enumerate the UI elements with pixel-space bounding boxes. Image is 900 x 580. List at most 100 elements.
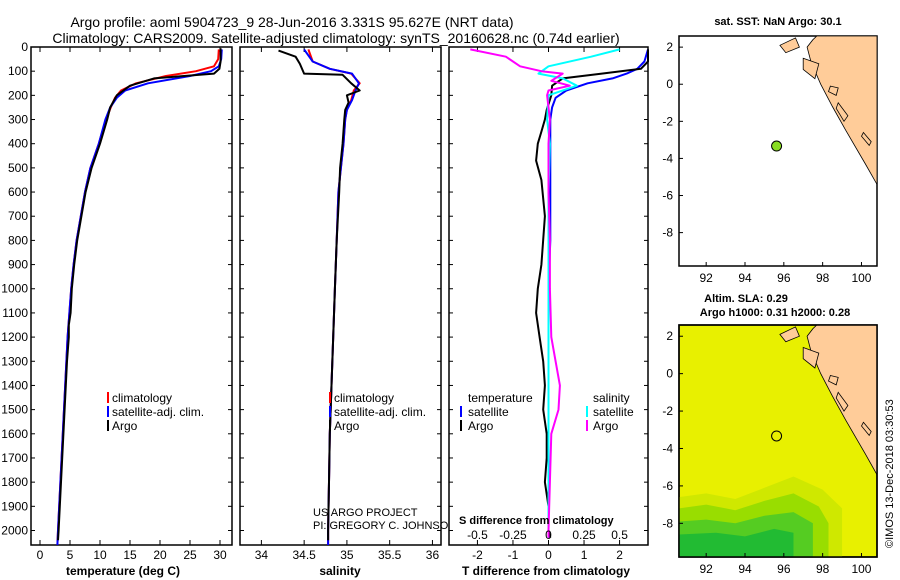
lon-tick-label: 100 bbox=[851, 562, 871, 576]
lat-tick-label: -4 bbox=[662, 441, 673, 455]
legend-sal-argo-label: Argo bbox=[593, 419, 619, 433]
temperature-x-ticks: 0 5 10 15 20 25 30 bbox=[31, 46, 232, 562]
difference-xlabel: T difference from climatology bbox=[462, 564, 630, 578]
difference-series bbox=[470, 48, 649, 538]
difference-x-ticks: -2 -1 0 1 2 bbox=[449, 46, 648, 562]
temperature-xlabel: temperature (deg C) bbox=[66, 564, 180, 578]
float-position-marker bbox=[771, 430, 783, 442]
credit-line2: PI: GREGORY C. JOHNSON bbox=[313, 520, 456, 532]
x-tick-label: 20 bbox=[153, 548, 167, 562]
salinity-axes-frame bbox=[239, 46, 442, 546]
depth-tick-label: 800 bbox=[8, 233, 28, 247]
float-position-marker bbox=[771, 140, 783, 152]
sla-map-border bbox=[678, 324, 878, 558]
top-tick-label: -0.5 bbox=[467, 528, 488, 542]
sst-map-coastline bbox=[779, 35, 878, 186]
nias-island bbox=[802, 57, 820, 80]
batu-island bbox=[828, 85, 839, 96]
depth-tick-label: 600 bbox=[8, 185, 28, 199]
x-tick-label: 15 bbox=[123, 548, 137, 562]
legend-temp-satellite-label: satellite bbox=[468, 405, 509, 419]
lon-tick-label: 92 bbox=[699, 271, 713, 285]
sla-map-title1: Altim. SLA: 0.29 bbox=[704, 293, 788, 305]
x-tick-label: 35.5 bbox=[378, 548, 402, 562]
depth-tick-label: 2000 bbox=[1, 523, 28, 537]
credit-line1: US ARGO PROJECT bbox=[313, 507, 418, 519]
salinity-xlabel: salinity bbox=[319, 564, 361, 578]
depth-tick-label: 500 bbox=[8, 161, 28, 175]
legend-salinity-heading: salinity bbox=[593, 391, 630, 405]
legend-temp-argo-label: Argo bbox=[468, 419, 494, 433]
legend-temperature-heading: temperature bbox=[468, 391, 533, 405]
simeulue-island bbox=[779, 37, 800, 54]
temperature-legend: climatology satellite-adj. clim. Argo bbox=[107, 391, 204, 433]
lon-tick-label: 94 bbox=[738, 271, 752, 285]
lon-tick-label: 98 bbox=[816, 562, 830, 576]
depth-tick-label: 1600 bbox=[1, 427, 28, 441]
depth-tick-label: 1800 bbox=[1, 475, 28, 489]
x-tick-label: 0 bbox=[37, 548, 44, 562]
salinity-x-ticks: 34 34.5 35 35.5 36 bbox=[240, 46, 441, 562]
top-tick-label: -0.25 bbox=[499, 528, 527, 542]
top-tick-label: 0.25 bbox=[572, 528, 596, 542]
legend-satellite-label: satellite-adj. clim. bbox=[112, 405, 204, 419]
legend-satellite-label: satellite-adj. clim. bbox=[334, 405, 426, 419]
x-tick-label: 25 bbox=[183, 548, 197, 562]
sla-contour-band bbox=[679, 528, 794, 557]
sla-map-field bbox=[679, 476, 843, 557]
lat-tick-label: 2 bbox=[666, 40, 673, 54]
x-tick-label: 5 bbox=[67, 548, 74, 562]
sla-map-coastline bbox=[779, 324, 878, 477]
title-line1: Argo profile: aoml 5904723_9 28-Jun-2016… bbox=[70, 14, 513, 30]
lat-tick-label: -8 bbox=[662, 226, 673, 240]
depth-tick-label: 100 bbox=[8, 64, 28, 78]
temperature-panel: 0 5 10 15 20 25 30 0 100 200 300 400 500 600 700 800 90… bbox=[1, 40, 233, 578]
lat-tick-label: -2 bbox=[662, 114, 673, 128]
x-tick-label: -2 bbox=[472, 548, 483, 562]
salinity-panel: 34 34.5 35 35.5 36 climatology satellite-adj… bbox=[239, 46, 456, 578]
sst-map-title: sat. SST: NaN Argo: 30.1 bbox=[714, 16, 841, 28]
depth-tick-label: 1500 bbox=[1, 403, 28, 417]
depth-tick-label: 0 bbox=[21, 40, 28, 54]
series-line-salinity-argo bbox=[470, 48, 571, 538]
sst-map: sat. SST: NaN Argo: 30.1 92 94 96 98 100 2 0 -2… bbox=[662, 16, 878, 285]
pagai-island bbox=[861, 131, 872, 147]
nias-island bbox=[802, 346, 820, 369]
depth-tick-label: 200 bbox=[8, 88, 28, 102]
batu-island bbox=[828, 375, 839, 386]
depth-tick-label: 900 bbox=[8, 258, 28, 272]
lat-tick-label: -6 bbox=[662, 479, 673, 493]
simeulue-island bbox=[779, 326, 800, 343]
depth-tick-label: 400 bbox=[8, 137, 28, 151]
depth-tick-label: 1900 bbox=[1, 499, 28, 513]
lat-tick-label: 0 bbox=[666, 77, 673, 91]
depth-tick-label: 1400 bbox=[1, 378, 28, 392]
x-tick-label: 34.5 bbox=[292, 548, 316, 562]
temperature-axes-frame bbox=[30, 46, 233, 546]
depth-tick-label: 300 bbox=[8, 113, 28, 127]
depth-tick-label: 1300 bbox=[1, 354, 28, 368]
top-tick-label: 0 bbox=[545, 528, 552, 542]
lon-tick-label: 96 bbox=[777, 562, 791, 576]
x-tick-label: 2 bbox=[616, 548, 623, 562]
salinity-legend: climatology satellite-adj. clim. Argo bbox=[329, 391, 426, 433]
sla-map-ticks: 92 94 96 98 100 2 0 -2 -4 -6 -8 bbox=[662, 329, 871, 576]
x-tick-label: 10 bbox=[93, 548, 107, 562]
depth-tick-label: 1100 bbox=[2, 306, 28, 320]
x-tick-label: 0 bbox=[545, 548, 552, 562]
x-tick-label: 36 bbox=[426, 548, 440, 562]
temperature-series bbox=[56, 48, 223, 546]
lon-tick-label: 98 bbox=[816, 271, 830, 285]
legend-argo-label: Argo bbox=[334, 419, 360, 433]
lat-tick-label: -4 bbox=[662, 151, 673, 165]
sla-map-title2: Argo h1000: 0.31 h2000: 0.28 bbox=[700, 307, 850, 319]
depth-tick-label: 1000 bbox=[1, 282, 28, 296]
x-tick-label: 30 bbox=[213, 548, 227, 562]
lat-tick-label: -2 bbox=[662, 404, 673, 418]
lon-tick-label: 94 bbox=[738, 562, 752, 576]
legend-climatology-label: climatology bbox=[334, 391, 394, 405]
difference-panel: -2 -1 0 1 2 temperature satellite Argo salin… bbox=[448, 46, 649, 578]
top-tick-label: 0.5 bbox=[611, 528, 628, 542]
imos-watermark: ©IMOS 13-Dec-2018 03:30:53 bbox=[884, 399, 896, 548]
depth-tick-label: 1200 bbox=[1, 330, 28, 344]
